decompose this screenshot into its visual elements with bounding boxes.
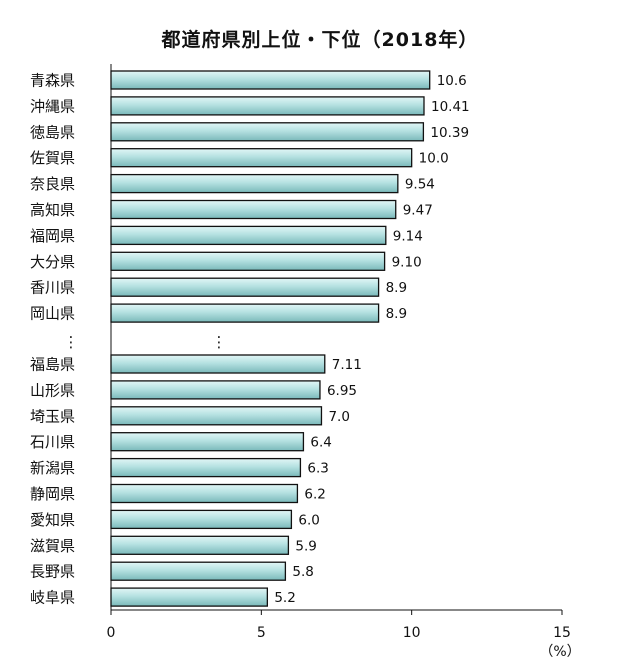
- category-label: 佐賀県: [30, 149, 75, 167]
- category-label: 岡山県: [30, 305, 75, 323]
- data-label: 6.95: [327, 383, 357, 399]
- data-label: 9.14: [393, 228, 423, 244]
- bar: [110, 70, 431, 90]
- data-label: 8.9: [386, 280, 407, 296]
- bar: [110, 303, 380, 323]
- bar: [110, 432, 305, 452]
- data-label: 5.8: [292, 564, 313, 580]
- category-label: 岐阜県: [30, 589, 75, 607]
- bar: [110, 148, 413, 168]
- data-label: 8.9: [386, 306, 407, 322]
- bar: [110, 483, 299, 504]
- bar: [110, 225, 387, 246]
- gap-marker: ⋮: [212, 333, 227, 351]
- bar: [110, 96, 425, 116]
- category-label: 香川県: [30, 279, 75, 297]
- category-label: 埼玉県: [30, 407, 75, 425]
- data-label: 9.47: [403, 203, 433, 219]
- bar: [110, 587, 268, 607]
- bar: [110, 173, 399, 194]
- data-label: 9.54: [405, 177, 435, 193]
- data-label: 5.9: [295, 538, 316, 554]
- bar: [110, 457, 302, 478]
- x-tick-label: 10: [403, 625, 421, 641]
- data-label: 10.6: [437, 73, 467, 89]
- category-label: 愛知県: [30, 511, 75, 529]
- data-label: 6.2: [304, 487, 325, 503]
- category-label: 大分県: [30, 253, 75, 271]
- category-label: 青森県: [30, 72, 75, 90]
- x-tick-label: 0: [107, 625, 116, 641]
- category-label: 長野県: [30, 563, 75, 581]
- category-label: 山形県: [30, 381, 75, 399]
- bar: [110, 199, 397, 220]
- x-tick-label: 15: [553, 625, 571, 641]
- category-label: 沖縄県: [30, 97, 75, 115]
- category-label: 石川県: [30, 433, 75, 451]
- category-label: 福岡県: [30, 227, 75, 245]
- data-label: 10.0: [419, 151, 449, 167]
- bar: [110, 561, 287, 581]
- bar: [110, 277, 380, 297]
- category-label: 高知県: [30, 201, 75, 219]
- category-label: 静岡県: [30, 485, 75, 503]
- data-label: 7.0: [328, 409, 349, 425]
- bar: [110, 251, 386, 271]
- bar: [110, 354, 326, 374]
- gap-marker: ⋮: [64, 333, 79, 351]
- unit-label: （%）: [539, 644, 580, 660]
- x-tick-label: 5: [257, 625, 266, 641]
- bar: [110, 509, 293, 530]
- bar: [110, 406, 323, 426]
- data-label: 6.3: [307, 461, 328, 477]
- category-label: 奈良県: [30, 175, 75, 193]
- category-label: 滋賀県: [30, 537, 75, 555]
- bar: [110, 122, 425, 142]
- chart-title: 都道府県別上位・下位（2018年）: [161, 29, 479, 51]
- data-label: 6.0: [298, 512, 319, 528]
- category-label: 福島県: [30, 356, 75, 374]
- category-label: 徳島県: [30, 123, 75, 141]
- data-label: 9.10: [392, 254, 422, 270]
- data-label: 10.41: [431, 99, 470, 115]
- data-label: 6.4: [310, 435, 331, 451]
- category-label: 新潟県: [30, 459, 75, 477]
- data-label: 5.2: [274, 590, 295, 606]
- data-label: 7.11: [332, 357, 362, 373]
- data-label: 10.39: [430, 125, 469, 141]
- bar: [110, 535, 290, 555]
- bar: [110, 380, 321, 400]
